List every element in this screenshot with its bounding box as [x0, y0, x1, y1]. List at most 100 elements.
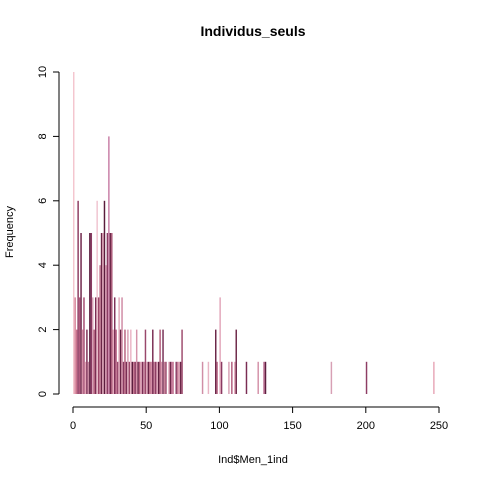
x-tick-label: 100	[210, 420, 228, 432]
histogram-bar	[141, 361, 144, 394]
histogram-bar	[234, 361, 236, 394]
histogram-bar	[99, 265, 101, 394]
histogram-bar	[83, 297, 85, 394]
histogram-bar	[153, 361, 155, 394]
histogram-bar	[96, 200, 98, 394]
histogram-bar	[133, 361, 135, 394]
histogram-bar	[147, 361, 150, 394]
histogram-bar	[106, 233, 109, 394]
histogram-bar	[172, 361, 175, 394]
histogram-bar	[105, 265, 107, 394]
histogram-bar	[80, 233, 82, 394]
histogram-bar	[89, 233, 91, 394]
histogram-bar	[135, 329, 138, 394]
histogram-bar	[433, 361, 435, 394]
histogram-bar	[146, 361, 148, 394]
histogram-bar	[178, 361, 180, 394]
y-tick-label: 8	[37, 133, 49, 139]
histogram-bar	[263, 361, 265, 394]
histogram-bar	[169, 361, 172, 394]
histogram-bar	[201, 361, 204, 394]
histogram-bar	[119, 329, 122, 394]
histogram-bar	[128, 361, 131, 394]
histogram-bar	[111, 233, 113, 394]
x-axis: 0 50 100 150 200 250	[70, 406, 448, 432]
histogram-bar	[179, 361, 182, 394]
histogram-bar	[330, 361, 333, 394]
histogram-bar	[130, 329, 132, 394]
histogram-bar	[121, 297, 123, 394]
y-tick-label: 0	[37, 391, 49, 397]
histogram-bar	[86, 329, 88, 394]
histogram-bar	[124, 329, 126, 394]
histogram-bar	[152, 329, 154, 394]
histogram-bar	[103, 200, 106, 394]
y-tick-label: 2	[37, 327, 49, 333]
histogram-bar	[108, 136, 110, 394]
y-tick-label: 6	[37, 198, 49, 204]
histogram-bar	[94, 297, 97, 394]
histogram-bar	[235, 329, 237, 394]
histogram-bar	[165, 361, 167, 394]
histogram-bar	[112, 329, 114, 394]
y-axis-label: Frequency	[4, 206, 16, 258]
x-tick-label: 150	[283, 420, 301, 432]
x-tick-label: 250	[430, 420, 448, 432]
histogram-bar	[231, 361, 233, 394]
histogram-bar	[109, 233, 112, 394]
histogram-bar	[81, 329, 84, 394]
histogram-bar	[156, 361, 158, 394]
histogram-bar	[90, 233, 93, 394]
histogram-bar	[84, 361, 87, 394]
histogram-bar	[219, 297, 221, 394]
bars-group	[73, 72, 435, 394]
histogram-bar	[154, 361, 157, 394]
x-tick-label: 0	[70, 420, 76, 432]
histogram-bar	[78, 297, 81, 394]
histogram-bar	[157, 361, 160, 394]
histogram-bar	[118, 297, 120, 394]
histogram-bar	[122, 361, 125, 394]
histogram-bar	[162, 329, 164, 394]
histogram-bar	[102, 233, 104, 394]
histogram-bar	[97, 297, 100, 394]
histogram-bar	[207, 361, 210, 394]
histogram-bar	[92, 297, 94, 394]
histogram-bar	[168, 361, 170, 394]
histogram-bar	[245, 361, 248, 394]
histogram-bar	[115, 329, 117, 394]
histogram-bar	[127, 329, 129, 394]
histogram-bar	[131, 361, 134, 394]
histogram-bar	[181, 329, 183, 394]
histogram-bar	[125, 361, 128, 394]
histogram-bar	[216, 361, 218, 394]
y-axis: 0 2 4 6 8 10	[37, 66, 60, 397]
y-tick-label: 10	[37, 66, 49, 78]
histogram-bar	[116, 361, 119, 394]
histogram-bar	[228, 361, 230, 394]
histogram-bar	[160, 361, 163, 394]
histogram-bar	[176, 361, 179, 394]
histogram-bar	[257, 361, 259, 394]
histogram-bar	[74, 297, 76, 394]
chart-title: Individus_seuls	[200, 23, 305, 39]
histogram-bar	[264, 361, 267, 394]
histogram-bar	[75, 329, 78, 394]
histogram-bar	[87, 361, 90, 394]
histogram-bar	[137, 361, 139, 394]
x-axis-label: Ind$Men_1ind	[218, 454, 288, 466]
x-tick-label: 50	[140, 420, 152, 432]
histogram-bar	[113, 297, 116, 394]
histogram-bar	[73, 72, 75, 394]
histogram-bar	[175, 361, 177, 394]
histogram-bar	[150, 361, 153, 394]
x-tick-label: 200	[357, 420, 375, 432]
histogram-bar	[93, 329, 95, 394]
histogram-bar	[144, 329, 147, 394]
histogram-bar	[365, 361, 368, 394]
y-tick-label: 4	[37, 262, 49, 268]
histogram-bar	[159, 329, 161, 394]
histogram-bar	[171, 361, 173, 394]
histogram-bar	[220, 361, 223, 394]
